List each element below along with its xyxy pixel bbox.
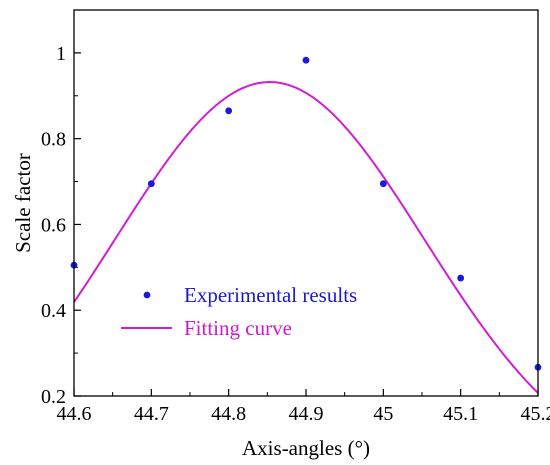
legend-label-fitting: Fitting curve <box>184 316 292 340</box>
legend-label-experimental: Experimental results <box>184 283 357 307</box>
y-axis-title: Scale factor <box>11 153 35 253</box>
legend-marker-experimental <box>143 291 151 299</box>
x-tick-label: 44.8 <box>211 403 246 425</box>
experimental-point <box>379 180 387 188</box>
experimental-point <box>302 56 310 64</box>
y-tick-label: 0.8 <box>41 129 66 151</box>
marks-layer <box>70 56 542 394</box>
x-tick-label: 44.6 <box>57 403 92 425</box>
x-tick-label: 44.7 <box>134 403 169 425</box>
ticks-layer: 44.6 44.7 44.8 44.9 45 45.1 45.2 0.2 0.4 0.6 0.8 1 <box>41 9 550 425</box>
experimental-point <box>457 274 465 282</box>
y-tick-label: 0.4 <box>41 300 66 322</box>
experimental-point <box>225 107 233 115</box>
x-axis-title: Axis-angles (°) <box>242 436 370 460</box>
x-tick-label: 44.9 <box>289 403 324 425</box>
x-tick-label: 45.1 <box>443 403 478 425</box>
y-tick-label: 0.2 <box>41 386 66 408</box>
plot-frame <box>73 9 539 397</box>
y-tick-label: 0.6 <box>41 214 66 236</box>
experimental-point <box>147 180 155 188</box>
legend: Experimental results Fitting curve <box>121 283 357 340</box>
y-tick-label: 1 <box>56 43 66 65</box>
x-tick-label: 45.2 <box>521 403 550 425</box>
x-tick-label: 45 <box>373 403 393 425</box>
fitting-curve-line <box>73 81 539 394</box>
